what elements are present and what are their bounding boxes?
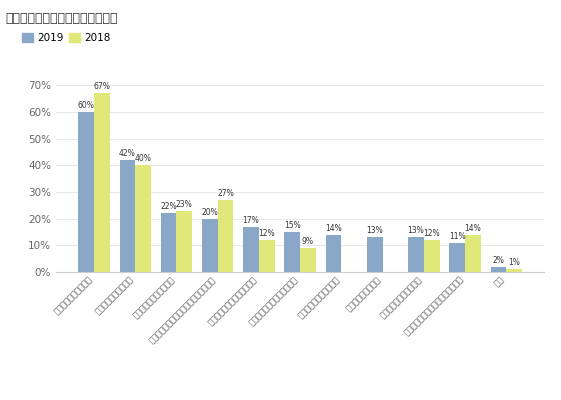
Bar: [408, 237, 424, 272]
Bar: [507, 269, 522, 272]
Text: 60%: 60%: [77, 101, 95, 110]
Text: 12%: 12%: [259, 229, 275, 238]
Bar: [79, 112, 94, 272]
Text: 9%: 9%: [302, 237, 314, 246]
Text: 12%: 12%: [424, 229, 440, 238]
Bar: [176, 211, 192, 272]
Bar: [259, 240, 274, 272]
Bar: [94, 93, 109, 272]
Text: 42%: 42%: [119, 149, 136, 158]
Bar: [449, 243, 465, 272]
Text: 23%: 23%: [176, 200, 192, 209]
Bar: [135, 165, 151, 272]
Bar: [161, 213, 176, 272]
Text: 14%: 14%: [325, 224, 342, 233]
Text: 22%: 22%: [160, 202, 177, 212]
Text: 17%: 17%: [243, 216, 259, 225]
Text: 受访海归选择回国发展的主要原因: 受访海归选择回国发展的主要原因: [6, 12, 118, 25]
Bar: [284, 232, 300, 272]
Bar: [326, 235, 342, 272]
Text: 15%: 15%: [284, 221, 301, 230]
Bar: [424, 240, 439, 272]
Bar: [367, 237, 383, 272]
Text: 27%: 27%: [217, 189, 234, 198]
Legend: 2019, 2018: 2019, 2018: [22, 33, 111, 43]
Bar: [465, 235, 481, 272]
Bar: [491, 267, 507, 272]
Text: 13%: 13%: [408, 226, 424, 236]
Text: 14%: 14%: [465, 224, 481, 233]
Text: 13%: 13%: [366, 226, 383, 236]
Bar: [243, 227, 259, 272]
Text: 1%: 1%: [508, 258, 520, 268]
Text: 67%: 67%: [93, 82, 110, 92]
Text: 11%: 11%: [449, 232, 466, 241]
Bar: [119, 160, 135, 272]
Text: 20%: 20%: [201, 208, 218, 217]
Text: 40%: 40%: [135, 154, 151, 164]
Bar: [202, 219, 218, 272]
Bar: [300, 248, 316, 272]
Bar: [218, 200, 233, 272]
Text: 2%: 2%: [493, 256, 504, 265]
